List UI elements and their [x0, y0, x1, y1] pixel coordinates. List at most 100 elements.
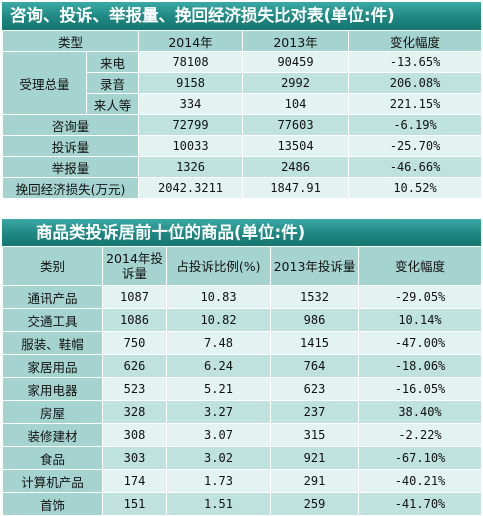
table-row: 首饰 151 1.51 259 -41.70%: [2, 492, 482, 516]
cell-2014: 151: [102, 492, 167, 516]
table-row: 咨询量 72799 77603 -6.19%: [1, 114, 483, 136]
cell-2013: 764: [270, 354, 359, 378]
group-label: 受理总量: [2, 51, 87, 115]
table-row: 挽回经济损失(万元) 2042.3211 1847.91 10.52%: [1, 177, 483, 199]
table-row: 家用电器 523 5.21 623 -16.05%: [2, 377, 482, 401]
cell-2013: 291: [270, 469, 359, 493]
table1-title: 咨询、投诉、举报量、挽回经济损失比对表(单位:件): [2, 2, 481, 30]
table-row: 举报量 1326 2486 -46.66%: [1, 156, 483, 178]
header-category: 类别: [2, 246, 103, 286]
table-header-row: 类型 2014年 2013年 变化幅度: [1, 30, 483, 52]
cell-2014: 334: [138, 93, 244, 115]
cell-change: 221.15%: [348, 93, 483, 115]
cell-2014: 303: [102, 446, 167, 470]
cell-ratio: 1.51: [166, 492, 271, 516]
cell-2014: 1086: [102, 308, 167, 332]
row-label: 挽回经济损失(万元): [1, 177, 140, 199]
cell-2013: 237: [270, 400, 359, 424]
cell-2013: 623: [270, 377, 359, 401]
cell-ratio: 5.21: [166, 377, 271, 401]
cell-2013: 1415: [270, 331, 359, 355]
top-ten-table: 类别 2014年投诉量 占投诉比例(%) 2013年投诉量 变化幅度 通讯产品 1…: [2, 246, 482, 516]
cell-change: -46.66%: [348, 156, 483, 178]
header-ratio: 占投诉比例(%): [166, 246, 271, 286]
cell-change: 10.52%: [348, 177, 483, 199]
cell-2014: 78108: [138, 51, 244, 73]
header-2014: 2014年投诉量: [102, 246, 167, 286]
table-row: 食品 303 3.02 921 -67.10%: [2, 446, 482, 470]
row-label: 食品: [2, 446, 103, 470]
cell-2013: 259: [270, 492, 359, 516]
cell-2013: 104: [242, 93, 350, 115]
table-row: 通讯产品 1087 10.83 1532 -29.05%: [2, 285, 482, 309]
cell-change: -40.21%: [358, 469, 482, 493]
cell-change: -13.65%: [348, 51, 483, 73]
row-label: 首饰: [2, 492, 103, 516]
row-label: 通讯产品: [2, 285, 103, 309]
cell-change: -41.70%: [358, 492, 482, 516]
header-2013: 2013年: [242, 30, 350, 52]
cell-ratio: 10.83: [166, 285, 271, 309]
cell-change: -6.19%: [348, 114, 483, 136]
cell-ratio: 3.02: [166, 446, 271, 470]
table2-title: 商品类投诉居前十位的商品(单位:件): [2, 219, 481, 246]
header-change: 变化幅度: [358, 246, 482, 286]
cell-2014: 308: [102, 423, 167, 447]
row-sub-label: 录音: [85, 72, 140, 94]
row-label: 交通工具: [2, 308, 103, 332]
row-label: 装修建材: [2, 423, 103, 447]
cell-change: -67.10%: [358, 446, 482, 470]
cell-change: 206.08%: [348, 72, 483, 94]
cell-2013: 90459: [242, 51, 350, 73]
cell-2013: 986: [270, 308, 359, 332]
table-row: 服装、鞋帽 750 7.48 1415 -47.00%: [2, 331, 482, 355]
header-2014: 2014年: [138, 30, 244, 52]
row-label: 投诉量: [1, 135, 140, 157]
cell-2014: 523: [102, 377, 167, 401]
cell-change: -16.05%: [358, 377, 482, 401]
row-sub-label: 来电: [85, 51, 140, 73]
cell-2014: 1326: [138, 156, 244, 178]
row-label: 计算机产品: [2, 469, 103, 493]
cell-ratio: 10.82: [166, 308, 271, 332]
cell-ratio: 7.48: [166, 331, 271, 355]
table-row: 录音 9158 2992 206.08%: [3, 72, 483, 94]
cell-2013: 1847.91: [242, 177, 350, 199]
cell-change: -47.00%: [358, 331, 482, 355]
cell-2014: 9158: [138, 72, 244, 94]
cell-ratio: 3.27: [166, 400, 271, 424]
cell-2013: 921: [270, 446, 359, 470]
row-label: 房屋: [2, 400, 103, 424]
row-label: 咨询量: [1, 114, 140, 136]
table-header-row: 类别 2014年投诉量 占投诉比例(%) 2013年投诉量 变化幅度: [2, 246, 482, 286]
cell-change: 10.14%: [358, 308, 482, 332]
cell-change: -2.22%: [358, 423, 482, 447]
header-2013: 2013年投诉量: [270, 246, 359, 286]
cell-2014: 2042.3211: [138, 177, 244, 199]
cell-ratio: 1.73: [166, 469, 271, 493]
row-label: 服装、鞋帽: [2, 331, 103, 355]
row-label: 家用电器: [2, 377, 103, 401]
cell-2013: 315: [270, 423, 359, 447]
table-row: 计算机产品 174 1.73 291 -40.21%: [2, 469, 482, 493]
cell-2014: 10033: [138, 135, 244, 157]
comparison-table: 类型 2014年 2013年 变化幅度 受理总量 来电 78108 90459 …: [1, 30, 483, 199]
cell-2014: 750: [102, 331, 167, 355]
row-label: 举报量: [1, 156, 140, 178]
table-row: 装修建材 308 3.07 315 -2.22%: [2, 423, 482, 447]
table-row: 房屋 328 3.27 237 38.40%: [2, 400, 482, 424]
cell-2014: 72799: [138, 114, 244, 136]
table-row: 交通工具 1086 10.82 986 10.14%: [2, 308, 482, 332]
cell-2013: 2486: [242, 156, 350, 178]
cell-change: -25.70%: [348, 135, 483, 157]
cell-2013: 1532: [270, 285, 359, 309]
cell-2014: 328: [102, 400, 167, 424]
table-row: 受理总量 来电 78108 90459 -13.65%: [2, 51, 483, 115]
header-change: 变化幅度: [348, 30, 483, 52]
cell-2013: 13504: [242, 135, 350, 157]
header-type: 类型: [1, 30, 140, 52]
cell-2014: 626: [102, 354, 167, 378]
cell-change: -18.06%: [358, 354, 482, 378]
row-sub-label: 来人等: [85, 93, 140, 115]
cell-2014: 174: [102, 469, 167, 493]
